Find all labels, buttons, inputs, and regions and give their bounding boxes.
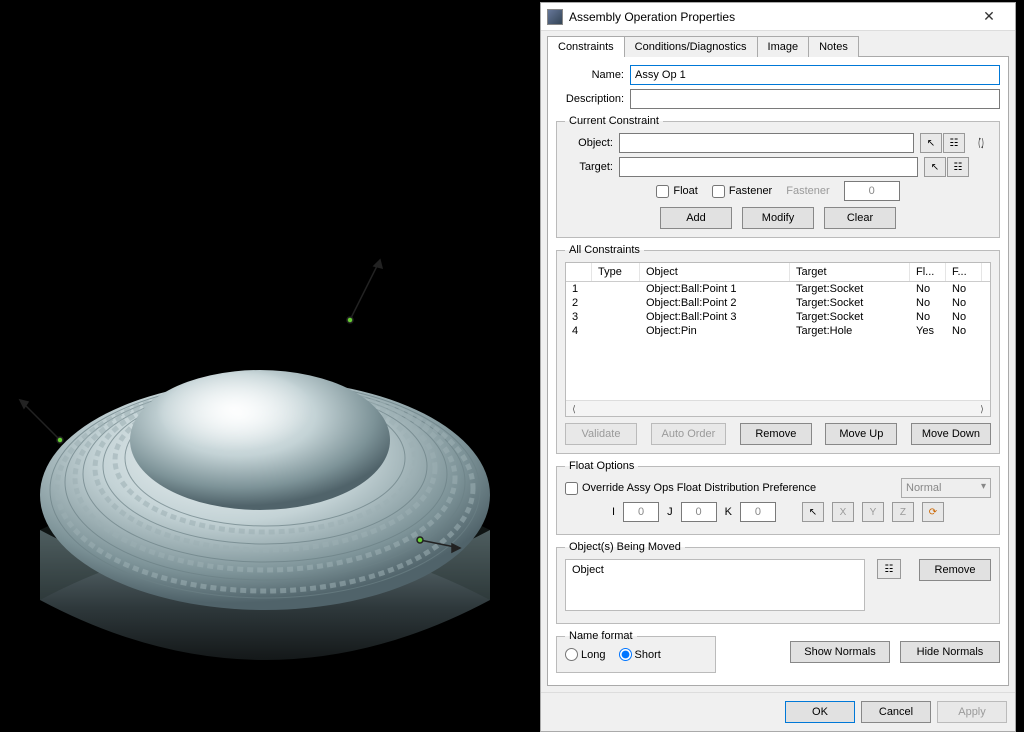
- cursor-icon: ↖: [931, 162, 939, 173]
- table-h-scrollbar[interactable]: ⟨ ⟩: [566, 400, 990, 416]
- table-row[interactable]: 3Object:Ball:Point 3Target:SocketNoNo: [566, 310, 990, 324]
- description-input[interactable]: [630, 89, 1000, 109]
- k-label: K: [725, 506, 732, 518]
- objects-being-moved-legend: Object(s) Being Moved: [565, 541, 685, 553]
- remove-moved-button[interactable]: Remove: [919, 559, 991, 581]
- axis-y-button: Y: [862, 502, 884, 522]
- app-icon: [547, 9, 563, 25]
- fastener-placeholder: Fastener: [786, 185, 829, 197]
- axis-z-button: Z: [892, 502, 914, 522]
- table-row[interactable]: 4Object:PinTarget:HoleYesNo: [566, 324, 990, 338]
- object-pick-button[interactable]: ↖: [920, 133, 942, 153]
- name-format-long-label: Long: [581, 649, 605, 661]
- all-constraints-legend: All Constraints: [565, 244, 644, 256]
- name-input[interactable]: [630, 65, 1000, 85]
- override-distribution-checkbox[interactable]: Override Assy Ops Float Distribution Pre…: [565, 482, 816, 495]
- tree-icon: ☷: [885, 564, 894, 575]
- target-input[interactable]: [619, 157, 918, 177]
- name-format-short[interactable]: Short: [619, 648, 661, 661]
- table-header: Type Object Target Fl... F...: [566, 263, 990, 282]
- description-label: Description:: [556, 93, 624, 105]
- k-input: [740, 502, 776, 522]
- vector-pick-button[interactable]: ↖: [802, 502, 824, 522]
- assembly-operation-properties-dialog: Assembly Operation Properties ✕ Constrai…: [540, 2, 1016, 732]
- modify-button[interactable]: Modify: [742, 207, 814, 229]
- distribution-select: Normal: [901, 478, 991, 498]
- remove-constraint-button[interactable]: Remove: [740, 423, 812, 445]
- name-label: Name:: [556, 69, 624, 81]
- moved-objects-list[interactable]: Object: [565, 559, 865, 611]
- titlebar[interactable]: Assembly Operation Properties ✕: [541, 3, 1015, 31]
- refresh-icon: ⟳: [929, 507, 937, 518]
- col-object[interactable]: Object: [640, 263, 790, 281]
- table-row[interactable]: 1Object:Ball:Point 1Target:SocketNoNo: [566, 282, 990, 296]
- object-tree-button[interactable]: ☷: [943, 133, 965, 153]
- float-options-group: Float Options Override Assy Ops Float Di…: [556, 460, 1000, 535]
- clear-button[interactable]: Clear: [824, 207, 896, 229]
- viewport-3d[interactable]: [0, 0, 530, 720]
- col-target[interactable]: Target: [790, 263, 910, 281]
- moved-tree-button[interactable]: ☷: [877, 559, 901, 579]
- object-label: Object:: [565, 137, 613, 149]
- name-format-legend: Name format: [565, 630, 637, 642]
- tab-conditions[interactable]: Conditions/Diagnostics: [624, 36, 758, 57]
- tab-constraints[interactable]: Constraints: [547, 36, 625, 57]
- cursor-icon: ↖: [927, 138, 935, 149]
- tab-image[interactable]: Image: [757, 36, 810, 57]
- target-tree-button[interactable]: ☷: [947, 157, 969, 177]
- swap-object-target-button[interactable]: [971, 133, 991, 153]
- fastener-checkbox[interactable]: Fastener: [712, 185, 772, 198]
- name-format-short-label: Short: [635, 649, 661, 661]
- move-down-button[interactable]: Move Down: [911, 423, 991, 445]
- object-input[interactable]: [619, 133, 914, 153]
- name-format-group: Name format Long Short: [556, 630, 716, 673]
- col-fastener[interactable]: F...: [946, 263, 982, 281]
- fastener-checkbox-label: Fastener: [729, 185, 772, 197]
- j-input: [681, 502, 717, 522]
- fastener-count-input: [844, 181, 900, 201]
- float-checkbox-label: Float: [673, 185, 697, 197]
- all-constraints-group: All Constraints Type Object Target Fl...…: [556, 244, 1000, 454]
- close-button[interactable]: ✕: [969, 3, 1009, 31]
- axis-refresh-button[interactable]: ⟳: [922, 502, 944, 522]
- override-distribution-label: Override Assy Ops Float Distribution Pre…: [582, 482, 816, 494]
- current-constraint-legend: Current Constraint: [565, 115, 663, 127]
- objects-being-moved-group: Object(s) Being Moved Object ☷ Remove: [556, 541, 1000, 624]
- j-label: J: [667, 506, 673, 518]
- cursor-icon: ↖: [809, 507, 817, 518]
- table-row[interactable]: 2Object:Ball:Point 2Target:SocketNoNo: [566, 296, 990, 310]
- dialog-footer: OK Cancel Apply: [541, 692, 1015, 731]
- col-float[interactable]: Fl...: [910, 263, 946, 281]
- moved-object-item[interactable]: Object: [572, 564, 858, 576]
- close-icon: ✕: [983, 8, 995, 25]
- show-normals-button[interactable]: Show Normals: [790, 641, 890, 663]
- name-format-long[interactable]: Long: [565, 648, 605, 661]
- auto-order-button: Auto Order: [651, 423, 727, 445]
- tree-icon: ☷: [950, 138, 959, 149]
- dialog-title: Assembly Operation Properties: [569, 10, 969, 24]
- constraints-table[interactable]: Type Object Target Fl... F... 1Object:Ba…: [565, 262, 991, 417]
- i-input: [623, 502, 659, 522]
- validate-button: Validate: [565, 423, 637, 445]
- col-type[interactable]: Type: [592, 263, 640, 281]
- tab-panel-constraints: Name: Description: Current Constraint Ob…: [547, 56, 1009, 686]
- target-label: Target:: [565, 161, 613, 173]
- hide-normals-button[interactable]: Hide Normals: [900, 641, 1000, 663]
- scroll-right-icon[interactable]: ⟩: [974, 401, 990, 417]
- float-options-legend: Float Options: [565, 460, 638, 472]
- scroll-left-icon[interactable]: ⟨: [566, 401, 582, 417]
- current-constraint-group: Current Constraint Object: ↖ ☷ Target: [556, 115, 1000, 238]
- axis-x-button: X: [832, 502, 854, 522]
- tree-icon: ☷: [954, 162, 963, 173]
- i-label: I: [612, 506, 615, 518]
- tabstrip: Constraints Conditions/Diagnostics Image…: [541, 31, 1015, 56]
- target-pick-button[interactable]: ↖: [924, 157, 946, 177]
- add-button[interactable]: Add: [660, 207, 732, 229]
- swap-icon: [975, 137, 987, 149]
- move-up-button[interactable]: Move Up: [825, 423, 897, 445]
- float-checkbox[interactable]: Float: [656, 185, 697, 198]
- distribution-value: Normal: [906, 482, 941, 494]
- tab-notes[interactable]: Notes: [808, 36, 859, 57]
